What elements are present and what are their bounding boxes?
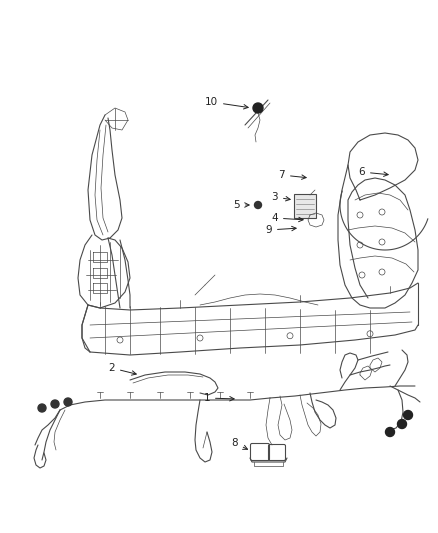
Text: 2: 2	[108, 363, 136, 375]
Text: 10: 10	[205, 97, 248, 109]
Text: 8: 8	[231, 438, 247, 449]
Circle shape	[51, 400, 59, 408]
Circle shape	[385, 427, 395, 437]
Text: 3: 3	[272, 192, 290, 202]
Text: 9: 9	[265, 225, 296, 235]
Circle shape	[254, 201, 261, 208]
FancyBboxPatch shape	[294, 194, 316, 218]
Text: 6: 6	[358, 167, 388, 177]
Circle shape	[253, 103, 263, 113]
Circle shape	[64, 398, 72, 406]
Circle shape	[398, 419, 406, 429]
Text: 7: 7	[279, 170, 306, 180]
Circle shape	[403, 410, 413, 419]
Text: 5: 5	[233, 200, 249, 210]
Circle shape	[38, 404, 46, 412]
Text: 4: 4	[272, 213, 303, 223]
Text: 1: 1	[203, 393, 234, 403]
